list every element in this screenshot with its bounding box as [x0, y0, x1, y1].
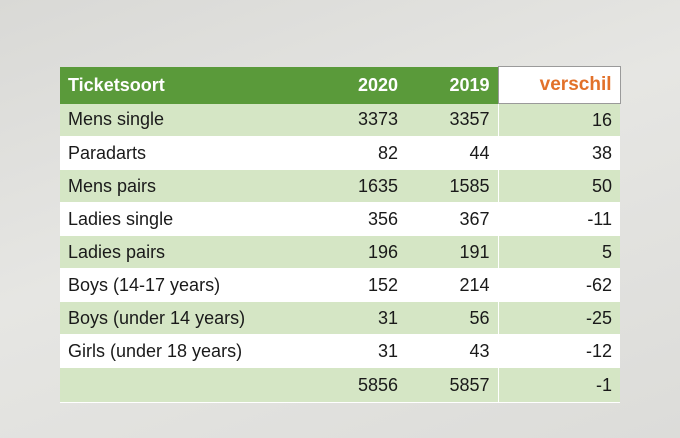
cell-verschil: -62 [497, 268, 620, 302]
total-2019: 5857 [406, 367, 498, 403]
ticket-table: Ticketsoort 2020 2019 verschil Mens sing… [60, 66, 621, 403]
table-row: Boys (14-17 years) 152 214 -62 [60, 268, 620, 302]
table-row: Ladies pairs 196 191 5 [60, 235, 620, 269]
table-row: Paradarts 82 44 38 [60, 136, 620, 170]
cell-2019: 44 [406, 136, 498, 170]
total-label [60, 367, 314, 403]
cell-2020: 82 [314, 136, 406, 170]
cell-verschil: 38 [497, 136, 620, 170]
cell-2020: 152 [314, 268, 406, 302]
header-2019: 2019 [406, 66, 498, 104]
cell-type: Girls (under 18 years) [60, 334, 314, 368]
table-header-row: Ticketsoort 2020 2019 verschil [60, 66, 621, 104]
cell-2019: 191 [406, 235, 498, 269]
table-row: Girls (under 18 years) 31 43 -12 [60, 334, 620, 368]
cell-type: Paradarts [60, 136, 314, 170]
cell-type: Boys (under 14 years) [60, 301, 314, 335]
cell-type: Ladies pairs [60, 235, 314, 269]
cell-2020: 356 [314, 202, 406, 236]
cell-verschil: 5 [497, 235, 620, 269]
header-verschil: verschil [497, 66, 621, 104]
total-row: 5856 5857 -1 [60, 367, 620, 403]
cell-type: Boys (14-17 years) [60, 268, 314, 302]
cell-type: Mens single [60, 103, 314, 137]
table-body: Mens single 3373 3357 16 Paradarts 82 44… [60, 103, 620, 403]
table-row: Boys (under 14 years) 31 56 -25 [60, 301, 620, 335]
cell-verschil: -11 [497, 202, 620, 236]
cell-2020: 3373 [314, 103, 406, 137]
cell-2019: 43 [406, 334, 498, 368]
table-row: Mens pairs 1635 1585 50 [60, 169, 620, 203]
cell-2020: 31 [314, 301, 406, 335]
cell-2019: 214 [406, 268, 498, 302]
cell-verschil: 50 [497, 169, 620, 203]
cell-2020: 1635 [314, 169, 406, 203]
table-row: Mens single 3373 3357 16 [60, 103, 620, 137]
cell-verschil: 16 [497, 103, 620, 137]
cell-2020: 196 [314, 235, 406, 269]
cell-type: Mens pairs [60, 169, 314, 203]
header-2020: 2020 [314, 66, 406, 104]
total-2020: 5856 [314, 367, 406, 403]
cell-verschil: -12 [497, 334, 620, 368]
cell-2020: 31 [314, 334, 406, 368]
cell-2019: 56 [406, 301, 498, 335]
cell-2019: 3357 [406, 103, 498, 137]
cell-type: Ladies single [60, 202, 314, 236]
cell-2019: 1585 [406, 169, 498, 203]
header-ticketsoort: Ticketsoort [60, 66, 314, 104]
total-verschil: -1 [497, 367, 620, 403]
cell-2019: 367 [406, 202, 498, 236]
cell-verschil: -25 [497, 301, 620, 335]
table-row: Ladies single 356 367 -11 [60, 202, 620, 236]
